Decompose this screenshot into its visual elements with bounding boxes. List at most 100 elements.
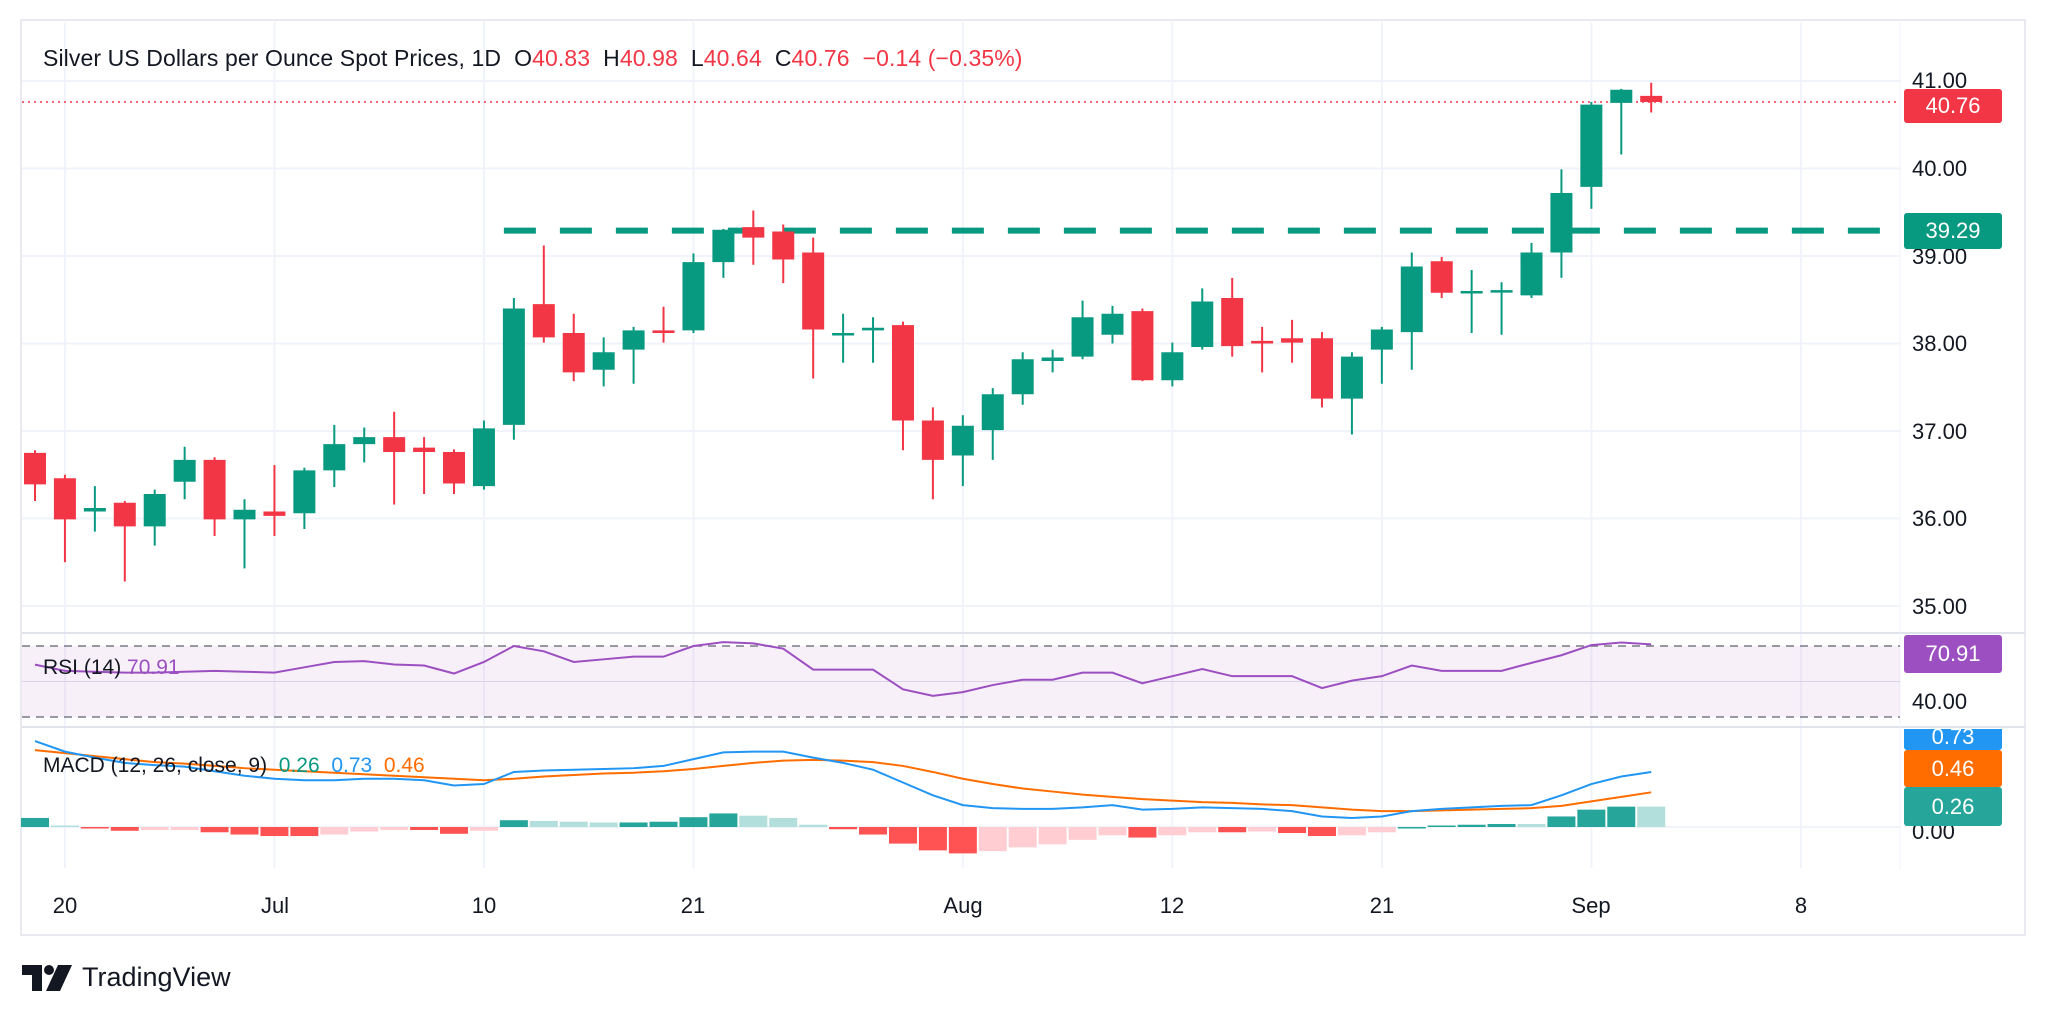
candle-body bbox=[143, 494, 166, 527]
time-tick: 20 bbox=[52, 893, 78, 918]
rsi-line bbox=[34, 641, 1652, 697]
macd-legend-macd: 0.73 bbox=[331, 754, 373, 777]
macd-histogram-bar bbox=[50, 825, 79, 827]
macd-histogram-bar bbox=[1008, 827, 1037, 848]
macd-histogram-bar bbox=[739, 815, 768, 827]
candle-body bbox=[1281, 338, 1304, 343]
histogram-badge: 0.26 bbox=[1904, 787, 2002, 826]
macd-histogram-bar bbox=[21, 817, 49, 827]
symbol-title: Silver US Dollars per Ounce Spot Prices,… bbox=[43, 45, 502, 71]
candle-body bbox=[622, 330, 645, 350]
macd-histogram-bar bbox=[559, 821, 588, 827]
candle-body bbox=[383, 437, 406, 452]
time-tick: 21 bbox=[1369, 893, 1395, 918]
macd-histogram-bar bbox=[290, 827, 319, 837]
price-tick: 35.00 bbox=[1912, 594, 1968, 619]
macd-histogram-bar bbox=[1487, 823, 1516, 827]
macd-histogram-bar bbox=[170, 827, 199, 831]
candle-body bbox=[24, 452, 46, 485]
candle-body bbox=[113, 502, 136, 527]
macd-histogram-bar bbox=[589, 822, 618, 827]
macd-histogram-bar bbox=[230, 827, 259, 835]
candle-body bbox=[1131, 311, 1154, 381]
macd-histogram-bar bbox=[1248, 827, 1277, 832]
macd-legend-label: MACD (12, 26, close, 9) bbox=[43, 754, 268, 777]
candle-body bbox=[1310, 338, 1333, 399]
macd-histogram-bar bbox=[1367, 827, 1396, 833]
macd-histogram-bar bbox=[1457, 824, 1486, 827]
candle-body bbox=[1400, 266, 1423, 333]
time-tick: 10 bbox=[471, 893, 497, 918]
price-tick: 36.00 bbox=[1912, 506, 1968, 531]
candle-body bbox=[1610, 89, 1633, 103]
time-tick: 21 bbox=[680, 893, 706, 918]
tradingview-logo[interactable]: TradingView bbox=[22, 962, 231, 993]
candle-body bbox=[802, 252, 825, 330]
time-tick: Aug bbox=[943, 893, 983, 918]
candle-body bbox=[682, 262, 705, 331]
candle-body bbox=[1071, 317, 1094, 357]
candle-body bbox=[293, 470, 316, 514]
candle-body bbox=[1370, 329, 1393, 350]
macd-histogram-bar bbox=[320, 827, 349, 835]
macd-histogram-bar bbox=[1397, 827, 1426, 829]
macd-histogram-bar bbox=[799, 824, 828, 827]
open-label: O bbox=[514, 45, 533, 71]
candle-body bbox=[1191, 301, 1214, 347]
macd-histogram-bar bbox=[1188, 827, 1217, 833]
macd-legend-hist: 0.26 bbox=[278, 754, 320, 777]
candle-body bbox=[1161, 352, 1184, 381]
candle-body bbox=[772, 231, 795, 260]
macd-histogram-bar bbox=[440, 827, 469, 834]
candle-body bbox=[323, 444, 346, 471]
last-price-badge: 40.76 bbox=[1904, 89, 2002, 123]
macd-histogram-bar bbox=[410, 827, 439, 831]
macd-histogram-bar bbox=[918, 827, 947, 851]
candle-body bbox=[742, 227, 765, 238]
macd-histogram-bar bbox=[350, 827, 379, 832]
price-tick: 40.00 bbox=[1912, 156, 1968, 181]
level-badge: 39.29 bbox=[1904, 213, 2002, 249]
candle-body bbox=[263, 511, 286, 516]
tradingview-logo-icon bbox=[22, 964, 72, 991]
macd-histogram-bar bbox=[859, 827, 888, 835]
macd-histogram-bar bbox=[110, 827, 139, 831]
macd-histogram-bar bbox=[1607, 806, 1636, 827]
macd-histogram-bar bbox=[769, 817, 798, 827]
macd-histogram-bar bbox=[1307, 827, 1336, 837]
macd-histogram-bar bbox=[619, 822, 648, 827]
macd-histogram-bar bbox=[140, 827, 169, 831]
price-tick: 38.00 bbox=[1912, 331, 1968, 356]
candle-body bbox=[1221, 298, 1244, 347]
macd-histogram-bar bbox=[1637, 806, 1666, 827]
rsi-legend-label: RSI (14) bbox=[43, 656, 122, 679]
candle-body bbox=[353, 437, 376, 445]
macd-legend: MACD (12, 26, close, 9) 0.26 0.73 0.46 bbox=[43, 754, 425, 778]
candle-body bbox=[1580, 104, 1603, 187]
macd-signal-line bbox=[34, 749, 1652, 813]
macd-histogram-bar bbox=[1098, 827, 1127, 836]
candle-body bbox=[652, 330, 675, 333]
macd-line bbox=[34, 740, 1652, 819]
candle-body bbox=[53, 478, 76, 520]
macd-histogram-bar bbox=[200, 827, 229, 833]
macd-histogram-bar bbox=[709, 813, 738, 827]
macd-histogram-bar bbox=[1278, 827, 1307, 834]
low-value: 40.64 bbox=[703, 45, 762, 71]
time-tick: 12 bbox=[1159, 893, 1185, 918]
candle-body bbox=[1011, 359, 1034, 395]
candle-body bbox=[712, 229, 735, 263]
macd-histogram-bar bbox=[1038, 827, 1067, 845]
macd-histogram-bar bbox=[529, 820, 558, 827]
low-label: L bbox=[690, 45, 704, 71]
macd-histogram-bar bbox=[469, 827, 498, 831]
open-value: 40.83 bbox=[532, 45, 591, 71]
high-label: H bbox=[603, 45, 620, 71]
candle-body bbox=[443, 452, 466, 484]
macd-histogram-bar bbox=[888, 827, 917, 844]
candle-body bbox=[472, 428, 495, 487]
candle-body bbox=[981, 394, 1004, 431]
candle-body bbox=[1041, 357, 1064, 361]
macd-histogram-bar bbox=[380, 827, 409, 831]
candle-body bbox=[1101, 313, 1124, 335]
